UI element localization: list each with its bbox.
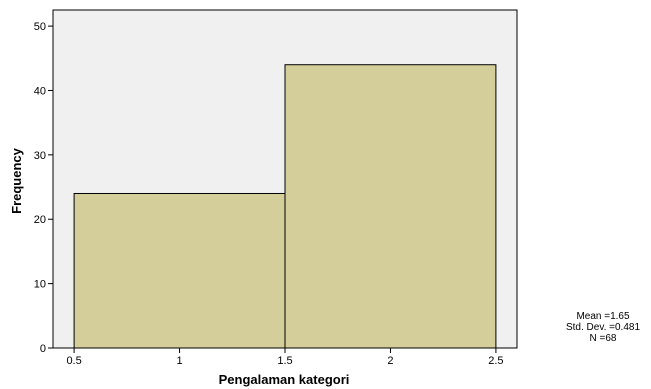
bars-group: [73, 64, 497, 349]
x-tick-label: 2.5: [488, 355, 503, 367]
histogram-bar-1: [73, 192, 286, 349]
x-axis: 0.5 1 1.5 2 2.5: [66, 348, 504, 367]
y-tick-label: 10: [34, 279, 46, 291]
stat-mean: Mean =1.65: [576, 311, 630, 322]
histogram-bar-2: [284, 64, 497, 349]
y-axis: 0 10 20 30 40 50: [34, 21, 53, 355]
x-axis-title: Pengalaman kategori: [219, 372, 350, 387]
x-tick-label: 1: [176, 355, 182, 367]
stat-n: N =68: [590, 333, 617, 344]
y-tick-label: 0: [40, 343, 46, 355]
x-tick-label: 2: [387, 355, 393, 367]
x-tick-label: 0.5: [66, 355, 81, 367]
y-axis-title: Frequency: [9, 147, 24, 214]
stat-std-dev: Std. Dev. =0.481: [566, 322, 640, 333]
y-tick-label: 50: [34, 21, 46, 33]
y-tick-label: 30: [34, 150, 46, 162]
stats-box: Mean =1.65 Std. Dev. =0.481 N =68: [566, 311, 640, 344]
y-tick-label: 20: [34, 214, 46, 226]
x-tick-label: 1.5: [277, 355, 292, 367]
y-tick-label: 40: [34, 85, 46, 97]
